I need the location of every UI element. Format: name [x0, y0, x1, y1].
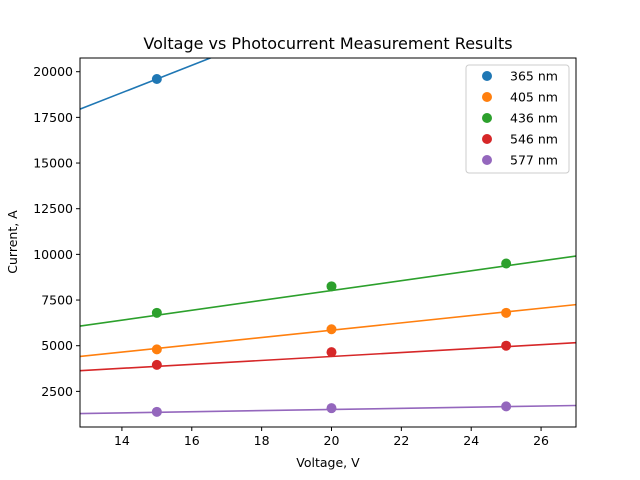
data-point-series-3-2	[501, 340, 512, 351]
x-tick-label-5: 24	[463, 433, 479, 448]
y-tick-label-4: 12500	[33, 201, 73, 216]
data-point-series-2-2	[501, 258, 512, 269]
legend-marker-series-2	[482, 113, 492, 123]
x-tick-label-6: 26	[533, 433, 549, 448]
x-tick-label-3: 20	[324, 433, 340, 448]
y-tick-label-7: 20000	[33, 64, 73, 79]
x-tick-label-1: 16	[184, 433, 200, 448]
data-point-series-3-1	[326, 347, 337, 358]
legend-label-series-4: 577 nm	[510, 153, 558, 168]
y-tick-label-5: 15000	[33, 156, 73, 171]
legend-frame	[465, 64, 570, 174]
data-point-series-2-0	[151, 307, 162, 318]
data-point-series-4-1	[326, 403, 337, 414]
y-axis-label: Current, A	[5, 210, 20, 274]
x-tick-label-2: 18	[254, 433, 270, 448]
legend-label-series-0: 365 nm	[510, 69, 558, 84]
y-tick-label-3: 10000	[33, 247, 73, 262]
data-point-series-1-2	[501, 307, 512, 318]
legend-label-series-1: 405 nm	[510, 90, 558, 105]
legend-label-series-2: 436 nm	[510, 111, 558, 126]
data-point-series-4-2	[501, 401, 512, 412]
data-point-series-3-0	[151, 359, 162, 370]
y-tick-label-6: 17500	[33, 110, 73, 125]
chart-title: Voltage vs Photocurrent Measurement Resu…	[143, 34, 512, 53]
plot-area-frame	[79, 57, 577, 428]
data-point-series-1-0	[151, 344, 162, 355]
legend-marker-series-0	[482, 71, 492, 81]
data-point-series-4-0	[151, 406, 162, 417]
legend-marker-series-1	[482, 92, 492, 102]
data-point-series-1-1	[326, 324, 337, 335]
x-axis-ticks: 14 16 18 20 22 24 26	[114, 427, 549, 448]
legend: 365 nm 405 nm 436 nm 546 nm 577 nm	[465, 64, 570, 174]
y-tick-label-0: 2500	[41, 384, 73, 399]
data-point-series-0-0	[151, 74, 162, 85]
y-axis-ticks: 2500 5000 7500 10000 12500 15000 17500 20000	[33, 64, 80, 399]
fit-line-series-0	[80, 58, 213, 110]
y-tick-label-1: 5000	[41, 338, 73, 353]
legend-label-series-3: 546 nm	[510, 132, 558, 147]
fit-line-series-2	[80, 255, 576, 327]
y-tick-label-2: 7500	[41, 293, 73, 308]
x-axis-label: Voltage, V	[296, 455, 360, 470]
fit-line-series-3	[80, 341, 576, 372]
data-points	[151, 74, 512, 417]
legend-marker-series-3	[482, 134, 492, 144]
x-tick-label-0: 14	[114, 433, 130, 448]
legend-marker-series-4	[482, 155, 492, 165]
data-point-series-2-1	[326, 281, 337, 292]
x-tick-label-4: 22	[393, 433, 409, 448]
